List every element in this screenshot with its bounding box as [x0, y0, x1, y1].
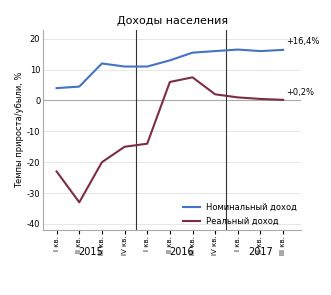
Text: 2015: 2015 [78, 247, 103, 257]
Text: 2017: 2017 [248, 247, 273, 257]
Text: 2016: 2016 [169, 247, 194, 257]
Title: Доходы населения: Доходы населения [117, 16, 228, 26]
Y-axis label: Темпы прироста/убыли, %: Темпы прироста/убыли, % [15, 72, 24, 188]
Text: +16,4%: +16,4% [287, 37, 320, 46]
Legend: Номинальный доход, Реальный доход: Номинальный доход, Реальный доход [183, 203, 297, 226]
Text: +0,2%: +0,2% [287, 88, 314, 97]
